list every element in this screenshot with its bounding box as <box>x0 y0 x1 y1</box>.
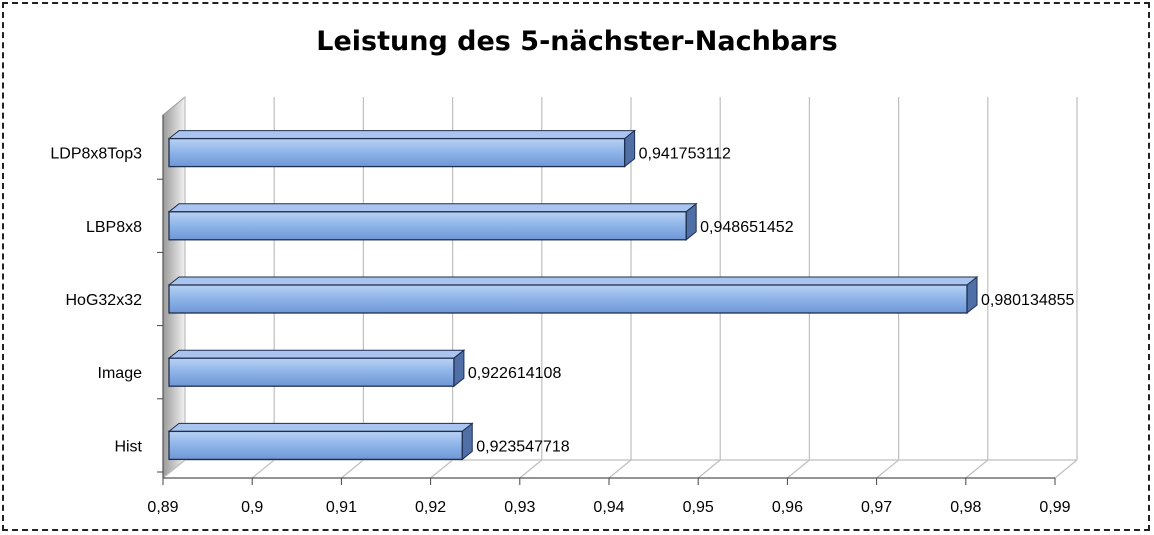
data-label: 0,923547718 <box>476 438 570 455</box>
bar-front-face <box>168 357 455 387</box>
data-label: 0,948651452 <box>700 219 794 236</box>
data-label: 0,922614108 <box>468 365 562 382</box>
bar-image <box>167 349 466 388</box>
category-label: LDP8x8Top3 <box>50 146 142 163</box>
floor-gridline <box>251 459 275 479</box>
floor-gridline <box>341 459 364 479</box>
bar-front-face <box>168 284 968 314</box>
floor-gridline <box>519 459 543 479</box>
x-tick-label: 0,95 <box>683 499 714 516</box>
bar-hog32x32 <box>167 275 979 315</box>
floor-gridline <box>965 459 989 479</box>
bar-top-face <box>167 422 474 432</box>
x-tick-label: 0,97 <box>861 499 892 516</box>
bar-front-face <box>168 137 626 168</box>
data-label: 0,941753112 <box>639 146 731 163</box>
bar-lbp8x8 <box>167 202 698 241</box>
x-tick-label: 0,91 <box>326 499 357 516</box>
data-label: 0,980134855 <box>981 292 1075 309</box>
x-tick-label: 0,93 <box>504 499 535 516</box>
floor-gridline <box>876 459 899 479</box>
category-label: HoG32x32 <box>66 292 143 309</box>
bar-top-face <box>167 203 698 213</box>
floor-gridline <box>697 459 721 479</box>
floor-gridline <box>162 459 186 479</box>
chart-title: Leistung des 5-nächster-Nachbars <box>316 26 838 57</box>
bar-ldp8x8top3 <box>167 129 637 168</box>
bar-top-face <box>167 276 979 286</box>
bar-top-face <box>167 130 637 140</box>
floor-gridline <box>430 459 453 479</box>
category-label: Image <box>98 365 143 382</box>
x-tick-label: 0,99 <box>1039 499 1070 516</box>
bar-top-face <box>167 349 466 359</box>
bar-front-face <box>168 211 687 241</box>
bar-hist <box>167 422 474 461</box>
floor-gridline <box>787 459 810 479</box>
x-tick-label: 0,9 <box>241 499 263 516</box>
x-tick-label: 0,98 <box>950 499 981 516</box>
x-tick-label: 0,89 <box>147 499 178 516</box>
floor-gridline <box>608 459 632 479</box>
bar-front-face <box>168 430 463 461</box>
category-label: LBP8x8 <box>86 219 142 236</box>
category-label: Hist <box>114 438 142 455</box>
floor-gridline <box>1054 459 1078 479</box>
x-tick-label: 0,92 <box>415 499 446 516</box>
x-tick-label: 0,96 <box>772 499 803 516</box>
x-tick-label: 0,94 <box>593 499 624 516</box>
